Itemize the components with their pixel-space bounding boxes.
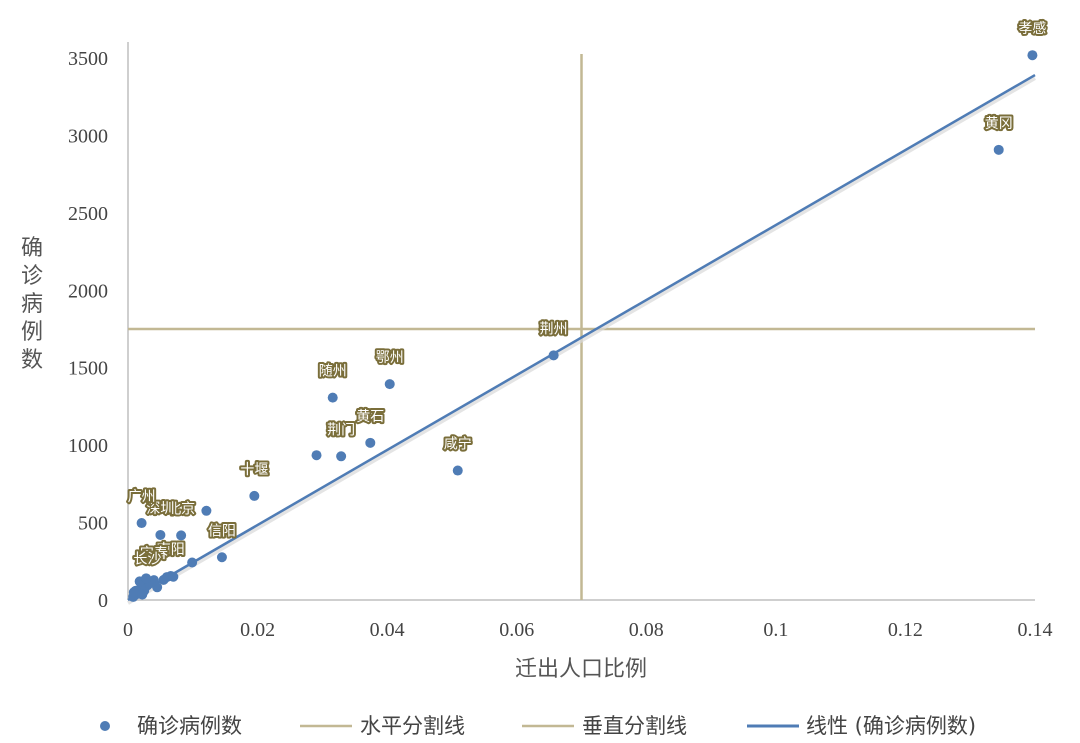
y-axis-title: 确诊病例数 [21,236,43,373]
data-point [249,490,260,501]
data-point [336,451,347,462]
data-point [168,571,179,582]
x-tick-label: 0.12 [888,619,923,641]
point-label: 黄石 [356,408,384,425]
point-label: 黄冈 [985,115,1013,132]
point-label: 南阳 [157,542,185,558]
trend-line [127,73,1036,602]
trend-line-shadow [126,76,1037,605]
y-tick-label: 3000 [68,125,108,147]
data-points [128,50,1038,602]
point-label: 荆门 [327,422,355,438]
point-label: 北京 [167,501,195,517]
x-tick-label: 0.1 [763,619,788,641]
legend-label: 线性 (确诊病例数) [806,714,976,738]
legend-label: 确诊病例数 [137,714,242,738]
point-label: 孝感 [1018,20,1046,37]
y-tick-label: 500 [78,513,108,535]
point-label: 广州 [128,489,156,505]
data-point [128,587,139,598]
point-label: 十堰 [240,462,268,478]
data-point [452,465,463,476]
point-label: 长沙 [133,551,161,567]
data-point [176,530,187,541]
point-label: 鄂州 [376,350,404,366]
data-point [155,529,166,540]
data-point [201,505,212,516]
data-point [548,350,559,361]
y-tick-label: 1000 [68,435,108,457]
y-axis-ticks: 0 500 1000 1500 2000 2500 3000 3500 [68,48,108,612]
legend-label: 水平分割线 [360,714,465,738]
data-point [187,557,198,568]
y-tick-label: 2500 [68,203,108,225]
x-tick-label: 0 [123,619,133,641]
data-point [993,144,1004,155]
y-tick-label: 2000 [68,280,108,302]
point-label: 宜春 [140,546,168,562]
x-tick-label: 0.14 [1018,619,1053,641]
legend: 确诊病例数 水平分割线 垂直分割线 线性 (确诊病例数) [100,714,976,738]
data-point [216,552,227,563]
x-tick-label: 0.04 [370,619,405,641]
data-point [136,518,147,529]
data-point [1027,50,1038,61]
trend-line-group [126,73,1037,605]
x-tick-label: 0.02 [240,619,275,641]
data-point [158,574,169,585]
data-point [141,573,152,584]
x-tick-label: 0.08 [629,619,664,641]
y-tick-label: 1500 [68,358,108,380]
point-label: 荆州 [540,321,568,337]
data-point [365,437,376,448]
split-lines [128,54,1035,600]
y-tick-label: 3500 [68,48,108,70]
legend-label: 垂直分割线 [582,714,687,738]
data-point [311,450,322,461]
data-point [384,379,395,390]
legend-marker-points [100,721,110,731]
y-tick-label: 0 [98,590,108,612]
data-point [137,589,148,600]
point-label: 信阳 [208,523,236,539]
point-label: 咸宁 [444,436,472,453]
x-axis-title: 迁出人口比例 [515,657,647,682]
point-label: 随州 [319,364,347,380]
x-tick-label: 0.06 [499,619,534,641]
x-axis-ticks: 0 0.02 0.04 0.06 0.08 0.1 0.12 0.14 [123,619,1053,641]
point-label: 深圳 [146,501,174,517]
data-point [327,392,338,403]
